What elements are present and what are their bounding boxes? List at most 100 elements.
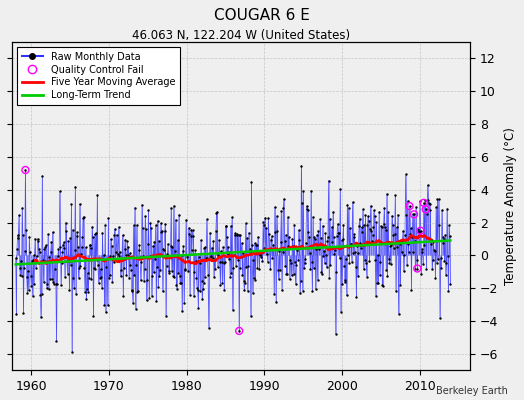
Point [70, 285, 78, 291]
Point [85, 274, 93, 281]
Point [440, 258, 449, 264]
Point [310, 234, 319, 240]
Point [390, 245, 398, 251]
Point [435, 222, 443, 228]
Point [232, 262, 240, 269]
Point [129, 222, 138, 228]
Point [274, 267, 282, 273]
Point [368, 238, 376, 244]
Point [217, 248, 225, 254]
Point [171, 217, 180, 223]
Point [318, 271, 326, 277]
Point [412, 204, 420, 210]
Point [313, 232, 321, 238]
Point [193, 285, 201, 291]
Point [303, 207, 312, 214]
Point [445, 222, 453, 228]
Point [156, 267, 165, 274]
Point [248, 242, 256, 248]
Point [382, 266, 390, 273]
Point [253, 265, 261, 271]
Point [416, 198, 424, 204]
Point [145, 295, 154, 302]
Point [154, 284, 162, 290]
Point [389, 232, 398, 238]
Point [160, 228, 169, 234]
Point [276, 267, 284, 273]
Point [84, 289, 92, 295]
Point [370, 213, 379, 219]
Point [301, 256, 310, 263]
Point [314, 245, 323, 252]
Point [77, 251, 85, 258]
Point [230, 252, 238, 258]
Point [271, 229, 280, 236]
Point [238, 272, 247, 278]
Point [89, 234, 97, 241]
Point [29, 257, 37, 263]
Point [124, 244, 133, 250]
Point [288, 272, 296, 278]
Point [349, 250, 357, 256]
Point [173, 237, 182, 243]
Point [258, 248, 266, 255]
Point [79, 215, 88, 221]
Point [62, 228, 70, 234]
Point [143, 297, 151, 304]
Point [100, 252, 108, 258]
Point [146, 253, 154, 259]
Point [137, 277, 145, 283]
Point [343, 202, 352, 208]
Point [376, 259, 385, 265]
Point [263, 250, 271, 257]
Point [192, 275, 201, 282]
Point [433, 196, 442, 202]
Point [52, 281, 60, 287]
Point [281, 232, 290, 238]
Point [198, 278, 206, 284]
Point [48, 229, 57, 235]
Point [158, 227, 166, 234]
Point [408, 233, 416, 240]
Point [341, 279, 349, 286]
Point [353, 243, 361, 249]
Point [133, 289, 141, 296]
Point [97, 274, 105, 280]
Point [169, 272, 177, 279]
Point [13, 246, 21, 252]
Point [174, 211, 183, 218]
Point [245, 230, 253, 236]
Point [310, 265, 318, 272]
Point [418, 246, 426, 252]
Point [248, 290, 257, 296]
Point [391, 192, 399, 198]
Point [210, 257, 219, 263]
Point [394, 211, 402, 218]
Point [432, 260, 441, 266]
Point [297, 278, 305, 285]
Point [148, 293, 156, 299]
Point [346, 225, 354, 231]
Point [302, 203, 311, 209]
Point [344, 204, 353, 211]
Point [19, 310, 28, 316]
Point [225, 256, 233, 262]
Point [420, 200, 428, 206]
Point [250, 275, 258, 281]
Point [236, 265, 244, 272]
Point [184, 225, 193, 231]
Point [305, 250, 314, 256]
Point [399, 228, 407, 234]
Point [181, 266, 190, 273]
Point [327, 245, 335, 251]
Point [48, 276, 56, 282]
Point [211, 266, 220, 272]
Point [330, 251, 339, 257]
Point [93, 191, 102, 198]
Point [69, 274, 78, 281]
Point [194, 305, 203, 311]
Point [14, 235, 23, 241]
Point [94, 262, 102, 269]
Point [314, 228, 322, 234]
Point [74, 244, 82, 250]
